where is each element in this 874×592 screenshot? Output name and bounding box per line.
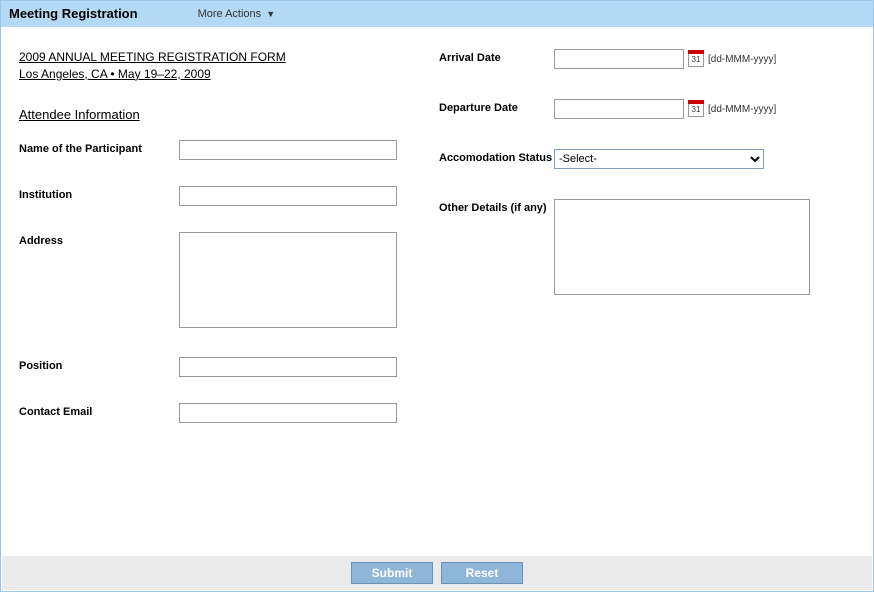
row-other: Other Details (if any) [439,199,855,295]
row-arrival: Arrival Date [dd-MMM-yyyy] [439,49,855,69]
calendar-icon[interactable] [688,101,704,117]
arrival-date-hint: [dd-MMM-yyyy] [708,54,776,65]
departure-date-hint: [dd-MMM-yyyy] [708,104,776,115]
label-address: Address [19,232,179,331]
more-actions-menu[interactable]: More Actions ▼ [198,1,276,27]
label-email: Contact Email [19,403,179,423]
row-departure: Departure Date [dd-MMM-yyyy] [439,99,855,119]
label-name: Name of the Participant [19,140,179,160]
more-actions-label: More Actions [198,8,262,20]
address-textarea[interactable] [179,232,397,328]
row-accommodation: Accomodation Status -Select- [439,149,855,169]
reset-button[interactable]: Reset [441,562,523,584]
accommodation-select[interactable]: -Select- [554,149,764,169]
page-title: Meeting Registration [9,1,138,27]
other-details-textarea[interactable] [554,199,810,295]
submit-button[interactable]: Submit [351,562,433,584]
attendee-section-title: Attendee Information [19,107,419,122]
position-input[interactable] [179,357,397,377]
row-email: Contact Email [19,403,419,423]
departure-date-input[interactable] [554,99,684,119]
form-title-line2: Los Angeles, CA • May 19–22, 2009 [19,67,211,81]
form-heading: 2009 ANNUAL MEETING REGISTRATION FORM Lo… [19,49,419,83]
left-column: 2009 ANNUAL MEETING REGISTRATION FORM Lo… [19,49,419,449]
label-position: Position [19,357,179,377]
registration-window: Meeting Registration More Actions ▼ 2009… [0,0,874,592]
label-institution: Institution [19,186,179,206]
right-column: Arrival Date [dd-MMM-yyyy] Departure Dat… [419,49,855,449]
row-institution: Institution [19,186,419,206]
footer-bar: Submit Reset [2,556,872,590]
label-arrival: Arrival Date [439,49,554,65]
form-title-line1: 2009 ANNUAL MEETING REGISTRATION FORM [19,50,286,64]
institution-input[interactable] [179,186,397,206]
email-input[interactable] [179,403,397,423]
row-name: Name of the Participant [19,140,419,160]
row-address: Address [19,232,419,331]
chevron-down-icon: ▼ [266,9,275,19]
row-position: Position [19,357,419,377]
name-input[interactable] [179,140,397,160]
label-accommodation: Accomodation Status [439,149,554,165]
calendar-icon[interactable] [688,51,704,67]
label-other: Other Details (if any) [439,199,554,215]
label-departure: Departure Date [439,99,554,115]
arrival-date-input[interactable] [554,49,684,69]
form-content: 2009 ANNUAL MEETING REGISTRATION FORM Lo… [1,27,873,459]
title-bar: Meeting Registration More Actions ▼ [1,1,873,27]
